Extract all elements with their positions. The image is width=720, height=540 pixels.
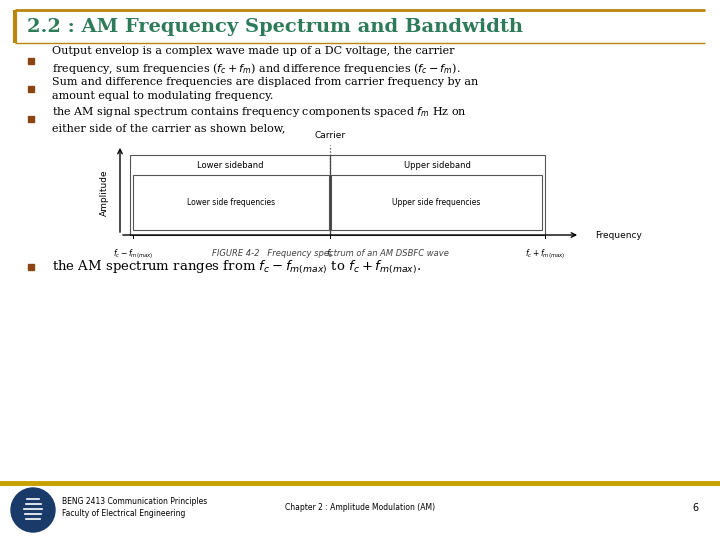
Bar: [331, 175, 542, 230]
Text: $f_c$: $f_c$: [326, 247, 334, 260]
Text: Sum and difference frequencies are displaced from carrier frequency by an
amount: Sum and difference frequencies are displ…: [52, 77, 478, 101]
Text: Upper sideband: Upper sideband: [404, 160, 471, 170]
Text: the AM signal spectrum contains frequency components spaced $f_m$ Hz on
either s: the AM signal spectrum contains frequenc…: [52, 105, 467, 133]
Text: $f_c + f_{m(max)}$: $f_c + f_{m(max)}$: [525, 247, 565, 261]
Bar: [133, 175, 329, 230]
Text: Lower side frequencies: Lower side frequencies: [187, 198, 275, 207]
Text: Carrier: Carrier: [315, 131, 346, 140]
Text: FIGURE 4-2   Frequency spectrum of an AM DSBFC wave: FIGURE 4-2 Frequency spectrum of an AM D…: [212, 248, 449, 258]
Text: Lower sideband: Lower sideband: [197, 160, 264, 170]
Text: 6: 6: [692, 503, 698, 513]
Text: Chapter 2 : Amplitude Modulation (AM): Chapter 2 : Amplitude Modulation (AM): [285, 503, 435, 512]
Bar: [28, 58, 34, 64]
Text: $f_c - f_{m(max)}$: $f_c - f_{m(max)}$: [113, 247, 153, 261]
Text: Output envelop is a complex wave made up of a DC voltage, the carrier
frequency,: Output envelop is a complex wave made up…: [52, 46, 461, 76]
Bar: [130, 155, 545, 235]
Bar: [28, 116, 34, 122]
Text: 2.2 : AM Frequency Spectrum and Bandwidth: 2.2 : AM Frequency Spectrum and Bandwidt…: [27, 18, 523, 36]
Circle shape: [11, 488, 55, 532]
Bar: [28, 86, 34, 92]
Text: Upper side frequencies: Upper side frequencies: [392, 198, 481, 207]
Text: BENG 2413 Communication Principles: BENG 2413 Communication Principles: [62, 497, 207, 507]
Text: Amplitude: Amplitude: [99, 169, 109, 216]
Text: Faculty of Electrical Engineering: Faculty of Electrical Engineering: [62, 510, 185, 518]
Bar: [28, 264, 34, 270]
Text: the AM spectrum ranges from $f_c - f_{m(max)}$ to $f_c + f_{m(max)}$.: the AM spectrum ranges from $f_c - f_{m(…: [52, 259, 421, 275]
Text: Frequency: Frequency: [595, 231, 642, 240]
